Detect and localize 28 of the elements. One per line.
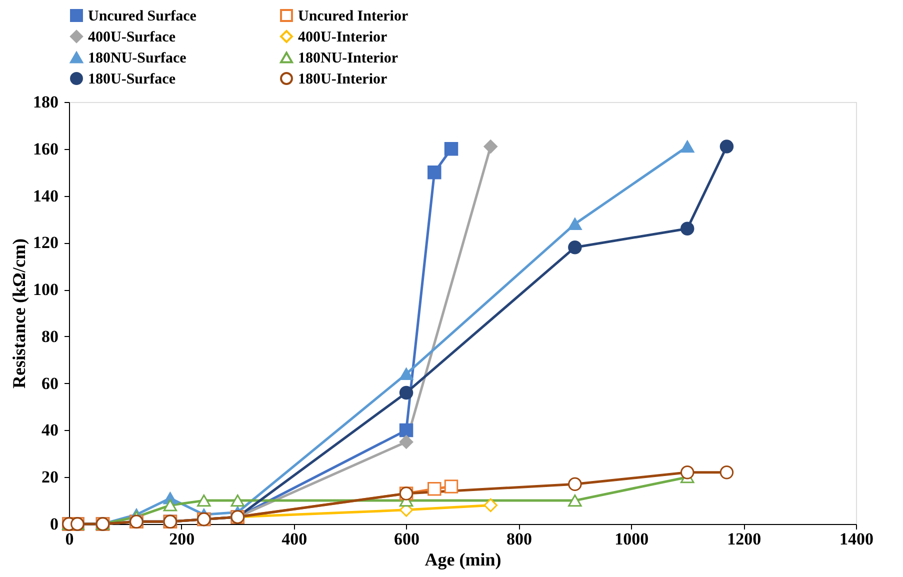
y-tick-label: 140 [33,186,58,206]
x-tick-label: 200 [169,530,195,548]
x-tick-label: 400 [282,530,308,548]
legend-label: 180U-Interior [298,72,388,88]
legend-label: 180NU-Surface [88,50,187,66]
x-tick-label: 1000 [614,530,649,548]
x-tick-label: 1400 [840,530,874,548]
legend-label: 180NU-Interior [298,50,398,66]
legend-label: Uncured Surface [88,8,197,25]
y-tick-label: 180 [33,92,58,112]
legend-label: Uncured Interior [298,8,408,25]
y-tick-label: 160 [33,139,58,158]
y-tick-label: 40 [42,420,58,440]
legend-label: 400U-Interior [298,30,388,46]
y-tick-label: 120 [33,233,58,252]
x-tick-label: 0 [65,530,74,548]
y-tick-label: 20 [42,468,58,487]
y-tick-label: 0 [50,514,58,534]
x-axis-title: Age (min) [424,550,502,570]
y-axis-title: Resistance (kΩ/cm) [9,238,29,388]
y-tick-label: 60 [42,374,58,393]
legend-label: 400U-Surface [88,30,176,46]
y-tick-label: 100 [33,280,58,300]
x-tick-label: 800 [506,530,532,548]
x-tick-label: 1200 [727,530,762,548]
x-tick-label: 600 [394,530,420,548]
legend-label: 180U-Surface [88,72,176,88]
y-tick-label: 80 [42,326,58,346]
